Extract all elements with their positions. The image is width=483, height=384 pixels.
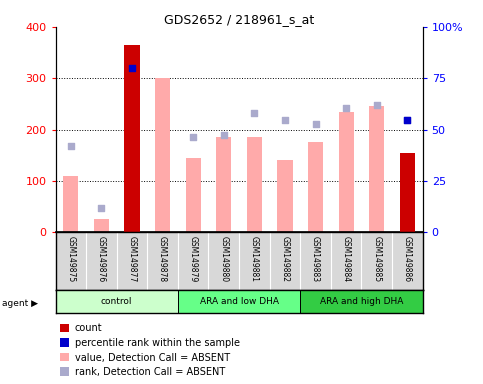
Text: GSM149877: GSM149877: [128, 236, 137, 283]
Point: [98, 205, 105, 211]
Bar: [63, 176, 78, 232]
Point: [403, 117, 411, 123]
Bar: [94, 220, 109, 232]
Bar: [155, 78, 170, 232]
Point: [342, 105, 350, 111]
Text: GSM149879: GSM149879: [189, 236, 198, 283]
Bar: [277, 161, 293, 232]
Point: [251, 110, 258, 116]
Text: GSM149880: GSM149880: [219, 236, 228, 283]
Text: GSM149876: GSM149876: [97, 236, 106, 283]
Bar: [339, 112, 354, 232]
Text: value, Detection Call = ABSENT: value, Detection Call = ABSENT: [75, 353, 230, 362]
Text: GSM149883: GSM149883: [311, 236, 320, 283]
Point: [312, 121, 319, 127]
Text: count: count: [75, 323, 102, 333]
Bar: [185, 158, 201, 232]
Text: GSM149885: GSM149885: [372, 236, 381, 283]
Point: [281, 117, 289, 123]
Point: [67, 143, 75, 149]
Bar: [216, 137, 231, 232]
Text: GSM149882: GSM149882: [281, 236, 289, 282]
Point: [220, 132, 227, 138]
Text: ARA and low DHA: ARA and low DHA: [199, 297, 279, 306]
Bar: [178, 290, 300, 313]
Point: [403, 117, 411, 123]
Text: percentile rank within the sample: percentile rank within the sample: [75, 338, 240, 348]
Text: agent ▶: agent ▶: [2, 299, 39, 308]
Text: GSM149878: GSM149878: [158, 236, 167, 283]
Bar: [125, 45, 140, 232]
Text: GSM149881: GSM149881: [250, 236, 259, 282]
Text: GSM149886: GSM149886: [403, 236, 412, 283]
Bar: [56, 290, 178, 313]
Text: GSM149875: GSM149875: [66, 236, 75, 283]
Text: GSM149884: GSM149884: [341, 236, 351, 283]
Bar: [369, 106, 384, 232]
Bar: [308, 142, 323, 232]
Bar: [300, 290, 423, 313]
Point: [373, 102, 381, 108]
Point: [189, 134, 197, 141]
Bar: [400, 153, 415, 232]
Text: rank, Detection Call = ABSENT: rank, Detection Call = ABSENT: [75, 367, 225, 377]
Title: GDS2652 / 218961_s_at: GDS2652 / 218961_s_at: [164, 13, 314, 26]
Bar: [247, 137, 262, 232]
Text: control: control: [101, 297, 132, 306]
Point: [128, 65, 136, 71]
Text: ARA and high DHA: ARA and high DHA: [320, 297, 403, 306]
